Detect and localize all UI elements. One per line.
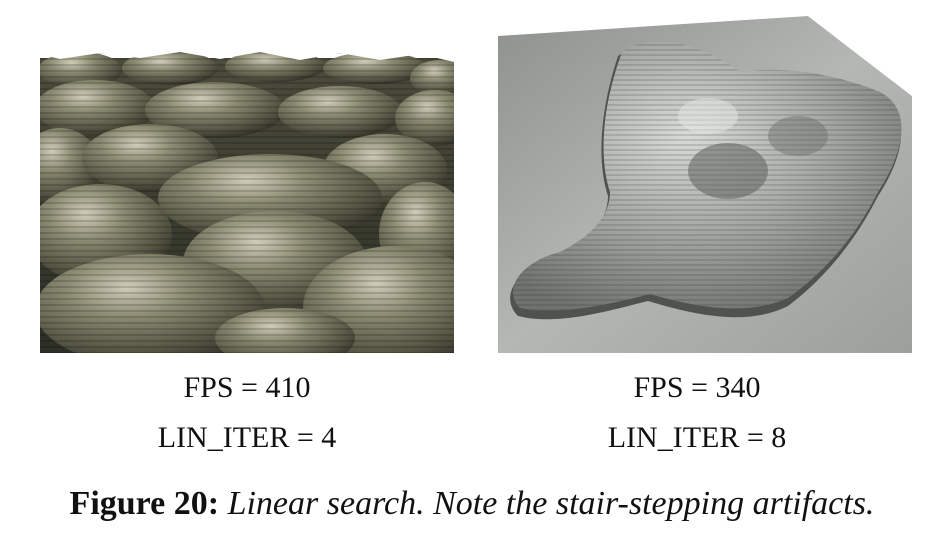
- figure-caption-text: Linear search. Note the stair-stepping a…: [227, 485, 875, 522]
- fps-label: FPS = 340: [633, 371, 761, 404]
- relief-shape: [510, 41, 902, 320]
- figure-caption: Figure 20: Linear search. Note the stair…: [0, 482, 944, 526]
- figure-label: Figure 20:: [69, 485, 220, 522]
- stone-relief-render-image: [498, 16, 912, 353]
- rock-bumps-render-image: [40, 48, 454, 353]
- fps-label: FPS = 410: [183, 371, 311, 404]
- figure-panel-right: FPS = 340 LIN_ITER = 8: [474, 0, 944, 460]
- figure-panel-left: FPS = 410 LIN_ITER = 4: [0, 0, 470, 460]
- lin-iter-label: LIN_ITER = 8: [607, 421, 787, 454]
- lin-iter-label: LIN_ITER = 4: [157, 421, 337, 454]
